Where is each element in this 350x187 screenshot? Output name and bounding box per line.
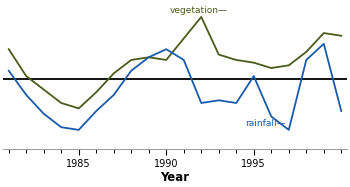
X-axis label: Year: Year xyxy=(160,171,190,183)
Text: vegetation—: vegetation— xyxy=(170,6,228,15)
Text: rainfall—: rainfall— xyxy=(245,119,286,128)
